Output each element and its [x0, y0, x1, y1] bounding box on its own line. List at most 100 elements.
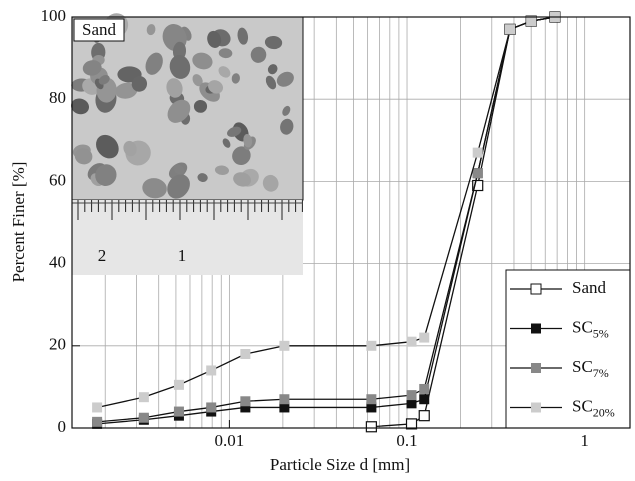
- marker: [366, 394, 377, 405]
- grain: [95, 164, 117, 186]
- grain: [197, 173, 208, 182]
- grain: [193, 99, 208, 113]
- grain: [222, 138, 231, 148]
- y-tick-label: 20: [49, 335, 66, 354]
- marker: [240, 402, 251, 413]
- grain: [98, 74, 110, 85]
- grain: [282, 105, 291, 116]
- legend-marker: [531, 363, 541, 373]
- grain: [74, 148, 93, 165]
- marker: [419, 394, 430, 405]
- grain: [166, 78, 183, 98]
- inset-label-box: [73, 18, 125, 42]
- ruler-label: 2: [98, 246, 107, 265]
- grain: [265, 75, 277, 90]
- grain: [192, 52, 213, 70]
- grain: [82, 60, 102, 76]
- ruler-label: 1: [178, 246, 187, 265]
- grain: [214, 165, 230, 175]
- marker: [279, 340, 290, 351]
- marker: [366, 402, 377, 413]
- marker: [366, 340, 377, 351]
- legend-label: SC7%: [572, 357, 609, 380]
- marker: [406, 336, 417, 347]
- grain: [250, 46, 267, 63]
- marker: [406, 398, 417, 409]
- legend-label: Sand: [572, 278, 607, 297]
- grain: [276, 71, 294, 87]
- marker: [472, 168, 483, 179]
- grain: [267, 64, 278, 75]
- grain: [71, 98, 90, 115]
- y-tick-label: 60: [49, 170, 66, 189]
- legend-marker: [530, 283, 542, 295]
- grain: [115, 82, 138, 99]
- marker: [138, 412, 149, 423]
- marker: [405, 418, 418, 430]
- grain: [231, 73, 240, 84]
- grain: [243, 133, 253, 148]
- marker: [418, 410, 430, 422]
- x-axis-title: Particle Size d [mm]: [270, 455, 410, 474]
- grain: [232, 146, 251, 166]
- grain: [207, 30, 222, 48]
- y-tick-label: 80: [49, 88, 66, 107]
- legend-marker: [531, 402, 541, 413]
- marker: [472, 179, 484, 192]
- marker: [92, 416, 103, 427]
- x-tick-label: 0.1: [396, 431, 417, 450]
- grain: [262, 174, 279, 192]
- marker: [279, 394, 290, 405]
- inset: Sand 2 1: [71, 13, 304, 275]
- marker: [505, 24, 516, 35]
- marker: [206, 402, 217, 413]
- grain: [169, 55, 191, 79]
- y-tick-label: 40: [49, 253, 66, 272]
- grain: [131, 76, 148, 92]
- marker: [526, 16, 537, 27]
- grain: [173, 164, 185, 175]
- legend-label: SC5%: [572, 317, 609, 340]
- grain: [145, 52, 163, 75]
- marker: [472, 147, 483, 158]
- marker: [92, 402, 103, 413]
- marker: [240, 396, 251, 407]
- inset-label: Sand: [82, 20, 117, 39]
- grain: [208, 80, 224, 94]
- x-tick-label: 1: [580, 431, 589, 450]
- legend-marker: [531, 323, 541, 334]
- grain: [280, 118, 294, 135]
- grain: [233, 172, 252, 187]
- marker: [206, 365, 217, 376]
- marker: [419, 332, 430, 343]
- grain: [146, 24, 156, 36]
- grain: [218, 48, 233, 59]
- y-axis-title: Percent Finer [%]: [9, 162, 28, 283]
- grain: [227, 126, 242, 137]
- grain: [142, 178, 167, 199]
- marker: [173, 379, 184, 390]
- grain: [264, 35, 283, 50]
- marker: [138, 392, 149, 403]
- marker: [365, 421, 377, 433]
- ruler: [72, 200, 303, 275]
- plot-frame: [71, 16, 631, 429]
- legend-label: SC20%: [572, 396, 615, 419]
- grain: [167, 99, 191, 123]
- x-tick-label: 0.01: [215, 431, 245, 450]
- marker: [173, 406, 184, 417]
- marker: [406, 390, 417, 401]
- grain: [123, 140, 137, 157]
- marker: [419, 383, 430, 394]
- grain: [192, 74, 203, 87]
- grain: [167, 174, 190, 199]
- grain: [218, 66, 231, 78]
- y-tick-label: 100: [41, 6, 67, 25]
- y-tick-label: 0: [58, 417, 67, 436]
- marker: [279, 402, 290, 413]
- grain: [96, 134, 119, 159]
- grain: [237, 27, 249, 45]
- marker: [240, 349, 251, 360]
